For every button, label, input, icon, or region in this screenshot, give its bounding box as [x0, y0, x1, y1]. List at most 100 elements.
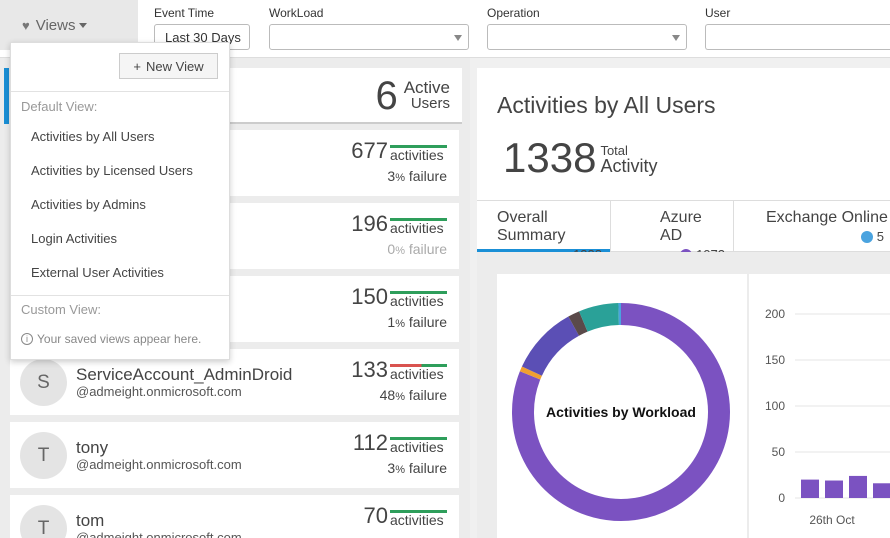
user-label: User: [705, 6, 731, 20]
user-filter: User: [705, 6, 890, 50]
menu-item-external-user-activities[interactable]: External User Activities: [31, 265, 164, 280]
workload-filter: WorkLoad: [269, 6, 469, 50]
tab-label: Overall Summary: [497, 209, 566, 244]
workload-label: WorkLoad: [269, 6, 324, 20]
avatar-initial: T: [37, 444, 50, 466]
donut-slice[interactable]: [568, 311, 588, 336]
tab-label: Exchange Online: [766, 209, 888, 226]
new-view-label: New View: [146, 58, 204, 74]
dropdown-arrow-icon: [454, 35, 462, 41]
operation-select[interactable]: [487, 24, 687, 50]
total-label: Total: [600, 142, 628, 158]
tab-label: Azure AD: [660, 209, 702, 244]
activity-count: 150: [351, 284, 388, 309]
chart-area: Activities by Workload 0 50 100 150 200 26th …: [477, 252, 890, 538]
donut-slice[interactable]: [519, 366, 542, 380]
donut-slice[interactable]: [512, 303, 730, 521]
tab-azure-ad[interactable]: Azure AD 1072: [610, 201, 733, 262]
selection-indicator: [4, 68, 9, 124]
caret-down-icon: [79, 22, 88, 28]
activities-label: activities: [390, 220, 444, 236]
divider: [11, 91, 229, 92]
failure-number: 1: [387, 314, 396, 330]
y-tick-label: 100: [765, 399, 785, 413]
avatar: T: [20, 432, 67, 479]
tab-overall-summary[interactable]: Overall Summary 1338: [477, 201, 610, 262]
menu-item-activities-admins[interactable]: Activities by Admins: [31, 197, 146, 212]
activities-label: activities: [390, 293, 444, 309]
failure-unit: %: [395, 172, 405, 184]
y-tick-label: 0: [778, 491, 785, 505]
active-label: Active: [403, 78, 450, 97]
menu-item-activities-licensed-users[interactable]: Activities by Licensed Users: [31, 163, 193, 178]
failure-ratio-bar: [390, 291, 447, 294]
workload-select[interactable]: [269, 24, 469, 50]
user-name: ServiceAccount_AdminDroid: [76, 365, 293, 384]
activity-count: 70: [363, 503, 388, 528]
menu-item-login-activities[interactable]: Login Activities: [31, 231, 117, 246]
active-users-number: 6: [375, 74, 398, 118]
user-name: tom: [76, 511, 105, 530]
user-stats: 112 activities 3% failure: [327, 432, 447, 476]
new-view-button[interactable]: + New View: [119, 53, 218, 79]
failure-label: failure: [404, 168, 447, 184]
heart-icon: ♥: [22, 17, 30, 33]
failure-number: 3: [387, 168, 396, 184]
avatar-initial: S: [37, 371, 50, 393]
failure-ratio-bar: [390, 364, 447, 367]
failure-ratio-bar: [390, 437, 447, 440]
failure-unit: %: [395, 464, 405, 476]
activity-bar[interactable]: [825, 480, 843, 498]
panel-title: Activities by All Users: [497, 92, 716, 118]
failure-rate: 1% failure: [327, 314, 447, 330]
views-dropdown-menu: + New View Default View: Activities by A…: [10, 42, 230, 360]
failure-label: failure: [404, 387, 447, 403]
activity-bar[interactable]: [849, 475, 867, 498]
donut-slice[interactable]: [521, 316, 580, 377]
menu-item-activities-all-users[interactable]: Activities by All Users: [31, 129, 155, 144]
workload-donut-chart: Activities by Workload: [512, 303, 730, 521]
failure-label: failure: [404, 241, 447, 257]
user-stats: 196 activities 0% failure: [327, 213, 447, 257]
views-button[interactable]: ♥ Views: [0, 0, 138, 50]
y-tick-label: 200: [765, 307, 785, 321]
tab-exchange-online[interactable]: Exchange Online 5: [733, 201, 890, 253]
activity-summary-panel: Activities by All Users 1338 Total Activ…: [477, 68, 890, 538]
activities-label: activities: [390, 512, 444, 528]
info-icon: i: [21, 333, 33, 345]
failure-rate: 48% failure: [327, 387, 447, 403]
dropdown-arrow-icon: [672, 35, 680, 41]
failure-ratio-bar: [390, 510, 447, 513]
failure-unit: %: [395, 245, 405, 257]
activity-count: 196: [351, 211, 388, 236]
y-tick-label: 150: [765, 353, 785, 367]
user-select[interactable]: [705, 24, 890, 50]
tab-value: 5: [876, 229, 884, 244]
activities-label: activities: [390, 366, 444, 382]
default-view-heading: Default View:: [21, 99, 98, 114]
failure-number: 0: [387, 241, 396, 257]
activity-bar[interactable]: [801, 479, 819, 498]
custom-view-heading: Custom View:: [21, 302, 101, 317]
donut-slice[interactable]: [579, 303, 620, 332]
avatar-initial: T: [37, 517, 50, 538]
activity-label: Activity: [600, 155, 658, 176]
activities-label: activities: [390, 439, 444, 455]
y-tick-label: 50: [772, 445, 786, 459]
operation-filter: Operation: [487, 6, 687, 50]
total-activity: 1338 Total Activity: [503, 134, 657, 182]
user-card[interactable]: S ServiceAccount_AdminDroid @admeight.onmi…: [10, 349, 459, 415]
failure-ratio-bar: [390, 145, 447, 148]
failure-number: 3: [387, 460, 396, 476]
user-stats: 70 activities: [327, 505, 447, 533]
avatar: S: [20, 359, 67, 406]
event-time-label: Event Time: [154, 6, 215, 20]
failure-rate: 3% failure: [327, 460, 447, 476]
activity-count: 112: [352, 430, 388, 455]
failure-rate: 0% failure: [327, 241, 447, 257]
activity-bar[interactable]: [873, 483, 890, 498]
donut-chart-card: Activities by Workload: [497, 274, 747, 538]
divider: [11, 295, 229, 296]
